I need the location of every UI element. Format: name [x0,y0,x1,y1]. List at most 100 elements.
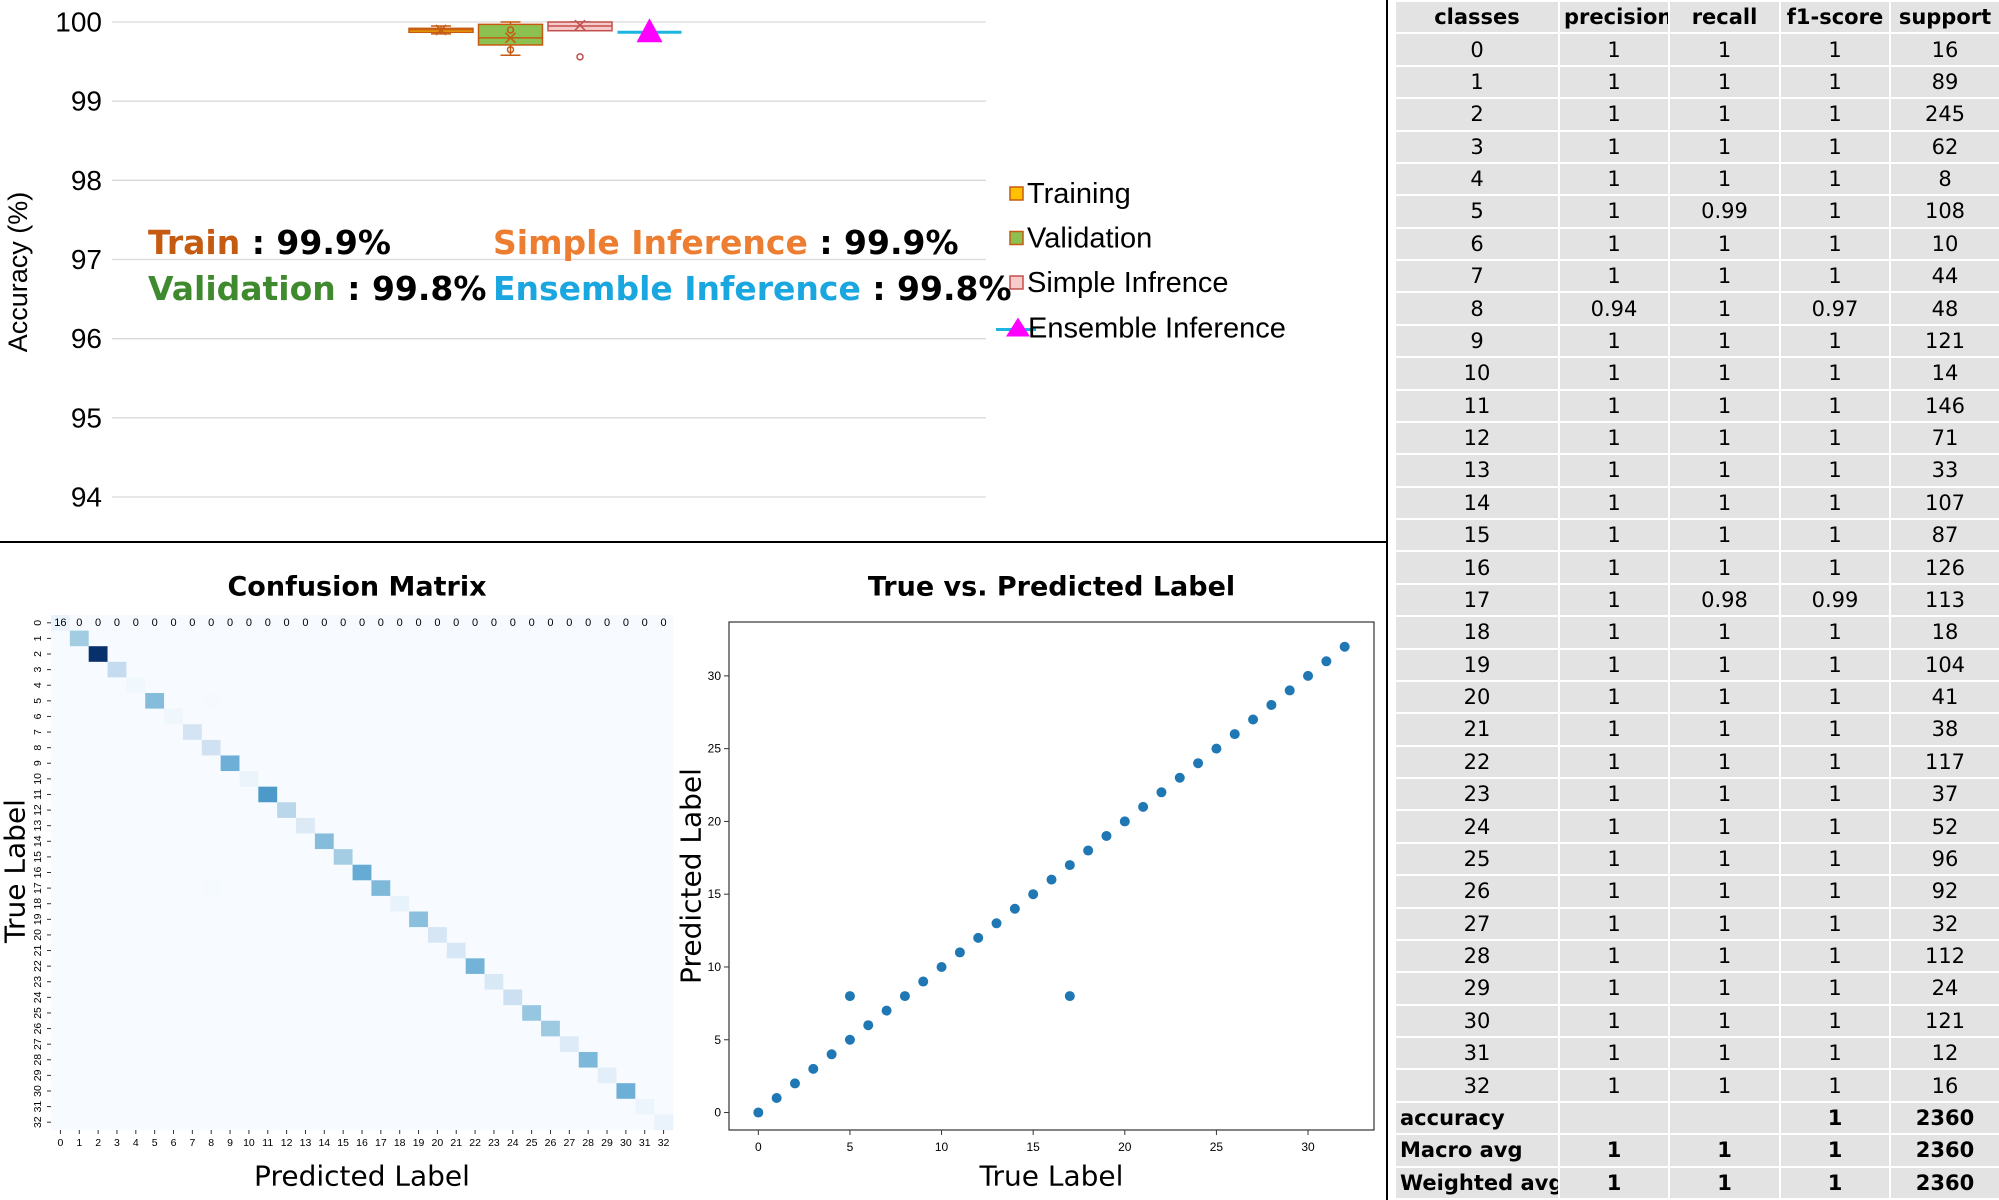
heatmap-cell [484,615,504,631]
heatmap-cell [314,864,335,881]
heatmap-cell [352,958,372,975]
cell: 1 [1558,712,1670,747]
heatmap-cell [390,755,410,772]
cell: 1 [1779,615,1891,650]
heatmap-cell [559,958,580,975]
cell: 1 [1779,1003,1891,1039]
heatmap-cell [541,958,561,975]
heatmap-cell [559,927,580,944]
heatmap-cell [88,630,108,647]
heatmap-cell [352,786,372,803]
heatmap-cell [277,864,297,881]
heatmap-cell [446,646,466,663]
heatmap-cell [635,911,655,928]
heatmap-cell [220,786,240,803]
heatmap-cell [201,942,221,959]
heatmap-cell [182,802,203,819]
cell: 1 [1668,809,1781,844]
cell: 32 [1394,1068,1560,1103]
x-tick-label: 20 [1118,1140,1132,1154]
heatmap-cell [201,677,221,694]
heatmap-cell [616,708,636,725]
heatmap-cell [616,677,636,694]
cell: 1 [1779,226,1891,262]
y-tick-label: 31 [32,1101,44,1113]
heatmap-cell [145,833,165,850]
heatmap-cell [88,755,108,772]
heatmap-cell [107,1083,127,1100]
heatmap-cell [465,739,485,756]
heatmap-cell [182,1020,203,1037]
box [477,23,544,46]
heatmap-cell [333,942,353,959]
heatmap-cell [352,973,372,990]
heatmap-cell [201,661,221,678]
cell: 3 [1394,129,1560,164]
heatmap-cell [503,989,523,1006]
heatmap-cell [427,911,448,928]
heatmap-cell [371,880,391,897]
heatmap-cell [465,755,485,772]
plot-frame [728,621,1375,1131]
heatmap-cell [296,802,316,819]
heatmap-cell [239,1020,259,1037]
heatmap-cell [182,1083,203,1100]
heatmap-cell [51,833,71,850]
x-tick-label: 30 [620,1137,632,1149]
scatter-point [1064,860,1075,871]
heatmap-cell [390,677,410,694]
heatmap-cell [164,739,184,756]
y-tick-label: 5 [714,1033,721,1047]
heatmap-cell [559,1083,580,1100]
heatmap-cell [296,1051,316,1068]
heatmap-cell [446,1067,466,1084]
heatmap-cell [465,646,485,663]
heatmap-cell [503,1098,523,1115]
heatmap-cell [126,1067,146,1084]
heatmap-cell [654,771,674,787]
x-tick-label: 11 [262,1137,273,1149]
row: 11 1 1 1 146 [1394,388,1999,423]
heatmap-cell [541,693,561,709]
cell: 1 [1558,453,1670,488]
cell: 1 [1558,1035,1670,1071]
heatmap-cell [427,1036,448,1053]
y-tick-label: 15 [32,851,44,863]
heatmap-cell [314,646,335,663]
heatmap-cell [484,724,504,741]
heatmap-cell [578,942,598,959]
heatmap-cell [597,895,617,912]
heatmap-cell [484,677,504,694]
heatmap-cell [51,880,71,897]
heatmap-cell [559,1098,580,1115]
heatmap-cell [296,630,316,647]
heatmap-cell [409,864,429,881]
heatmap-cell [164,958,184,975]
heatmap-cell [616,786,636,803]
heatmap-cell [258,615,278,631]
heatmap-cell [296,895,316,912]
heatmap-cell [578,802,598,819]
x-tick-label: 5 [152,1137,158,1149]
heatmap-cell [258,880,278,897]
y-tick-label: 12 [32,804,44,816]
heatmap-cell [559,615,580,631]
heatmap-cell [578,708,598,725]
heatmap-cell [145,724,165,741]
heatmap-cell [126,1114,146,1131]
heatmap-cell [465,693,485,709]
heatmap-cell [654,1083,674,1100]
heatmap-cell [69,1051,89,1068]
heatmap-cell [446,1083,466,1100]
heatmap-cell [314,615,335,631]
heatmap-cell [635,817,655,834]
heatmap-cell [314,677,335,694]
heatmap-cell [352,1036,372,1053]
heatmap-cell [258,802,278,819]
heatmap-cell [88,802,108,819]
heatmap-cell [220,895,240,912]
cell: 38 [1889,712,1999,747]
heatmap-cell [541,1020,561,1037]
heatmap-cell [465,1036,485,1053]
y-tick-label: 30 [32,1085,44,1097]
